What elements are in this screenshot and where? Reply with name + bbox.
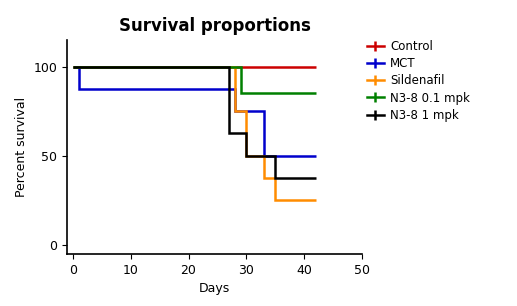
Title: Survival proportions: Survival proportions [118, 17, 311, 35]
Legend: Control, MCT, Sildenafil, N3-8 0.1 mpk, N3-8 1 mpk: Control, MCT, Sildenafil, N3-8 0.1 mpk, … [362, 35, 475, 126]
X-axis label: Days: Days [199, 282, 230, 295]
Y-axis label: Percent survival: Percent survival [15, 97, 28, 197]
